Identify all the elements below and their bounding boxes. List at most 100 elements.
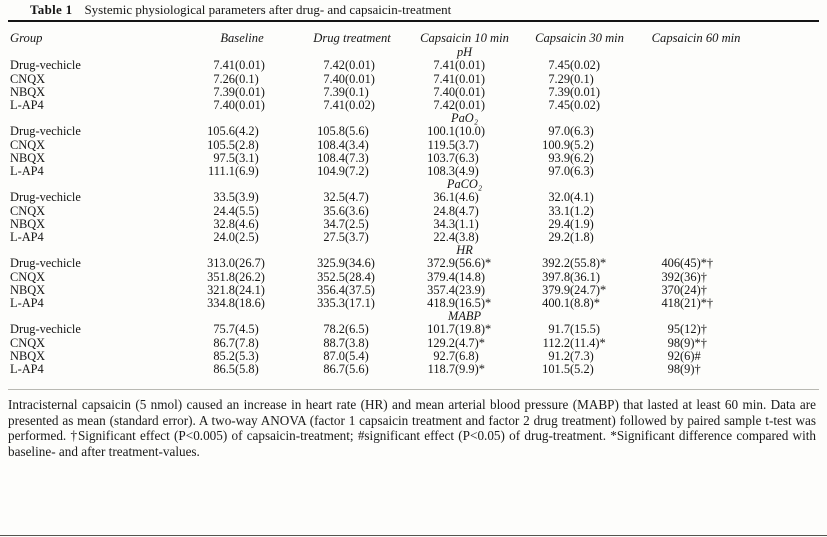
value-cell: 35.6 bbox=[323, 203, 345, 218]
table-row: L-AP4 24.0 (2.5) 27.5 (3.7) 22.4 (3.8) 29.2 (1.8… bbox=[10, 230, 755, 245]
value-cell: 108.4 bbox=[317, 150, 345, 165]
value-cell: 400.1 bbox=[542, 296, 571, 311]
value-cell: 100.1 bbox=[427, 124, 456, 139]
standard-error-cell: (2.5) bbox=[235, 230, 259, 245]
standard-error-cell: (1.2) bbox=[570, 203, 594, 218]
value-cell: 93.9 bbox=[548, 150, 571, 165]
standard-error-cell: (18.6) bbox=[235, 296, 265, 311]
value-cell: 34.3 bbox=[433, 216, 456, 231]
value-cell: 24.4 bbox=[213, 203, 235, 218]
standard-error-cell: (7.3) bbox=[570, 348, 594, 363]
table-row: L-AP4 7.40 (0.01) 7.41 (0.02) 7.42 (0.01) 7.45(… bbox=[10, 98, 755, 113]
table-row: L-AP4 334.8 (18.6) 335.3 (17.1) 418.9 (16.5)* 4… bbox=[10, 296, 755, 311]
value-cell bbox=[637, 99, 680, 112]
value-cell: 32.8 bbox=[213, 216, 235, 231]
value-cell: 22.4 bbox=[433, 230, 456, 245]
value-cell: 418 bbox=[661, 296, 681, 311]
value-cell: 119.5 bbox=[427, 137, 456, 152]
standard-error-cell: (5.4) bbox=[345, 348, 369, 363]
value-cell: 325.9 bbox=[317, 256, 345, 271]
table-row: CNQX 24.4 (5.5) 35.6 (3.6) 24.8 (4.7) 33.1 (1.2) bbox=[10, 203, 755, 218]
standard-error-cell: (2.5) bbox=[345, 216, 369, 231]
group-cell: CNQX bbox=[10, 269, 46, 284]
value-cell: 32.0 bbox=[548, 190, 571, 205]
value-cell: 7.26 bbox=[213, 71, 235, 86]
value-cell: 95 bbox=[667, 322, 681, 337]
value-cell: 33.5 bbox=[213, 190, 235, 205]
standard-error-cell: (45)*† bbox=[680, 256, 714, 271]
value-cell bbox=[637, 139, 680, 152]
table-row: CNQX 7.26 (0.1) 7.40 (0.01) 7.41 (0.01) 7.29 (0.… bbox=[10, 71, 755, 86]
standard-error-cell: (7.3) bbox=[345, 150, 369, 165]
standard-error-cell bbox=[680, 165, 755, 178]
value-cell: 105.8 bbox=[317, 124, 345, 139]
standard-error-cell bbox=[680, 231, 755, 244]
value-cell: 7.42 bbox=[323, 58, 345, 73]
group-cell: NBQX bbox=[10, 216, 46, 231]
standard-error-cell bbox=[680, 205, 755, 218]
standard-error-cell: (3.7) bbox=[455, 137, 479, 152]
standard-error-cell: (0.02) bbox=[570, 58, 600, 73]
standard-error-cell: (17.1) bbox=[345, 296, 375, 311]
standard-error-cell: (5.5) bbox=[235, 203, 259, 218]
value-cell: 372.9 bbox=[427, 256, 456, 271]
value-cell: 7.41 bbox=[433, 71, 456, 86]
standard-error-cell: (36.1) bbox=[570, 269, 600, 284]
standard-error-cell: (3.8) bbox=[455, 230, 479, 245]
table-title: Systemic physiological parameters after … bbox=[84, 2, 452, 17]
standard-error-cell: (6)# bbox=[680, 348, 701, 363]
table-row: L-AP4 111.1 (6.9) 104.9 (7.2) 108.3 (4.9) 97.0(… bbox=[10, 164, 755, 179]
value-cell: 91.2 bbox=[548, 348, 571, 363]
standard-error-cell: (0.01) bbox=[570, 84, 600, 99]
value-cell: 7.45 bbox=[548, 98, 571, 113]
group-cell: NBQX bbox=[10, 84, 46, 99]
section-label: HR bbox=[456, 243, 473, 258]
column-header-drug-treatment: Drug treatment bbox=[313, 31, 391, 45]
standard-error-cell: (26.2) bbox=[235, 269, 265, 284]
value-cell: 334.8 bbox=[207, 296, 235, 311]
standard-error-cell: (0.01) bbox=[235, 84, 265, 99]
table-row: L-AP4 86.5 (5.8) 86.7 (5.6) 118.7 (9.9)* 101.5(… bbox=[10, 362, 755, 377]
value-cell bbox=[637, 218, 680, 231]
caption-rule bbox=[8, 20, 819, 22]
standard-error-cell: (56.6)* bbox=[455, 256, 492, 271]
standard-error-cell bbox=[680, 218, 755, 231]
value-cell bbox=[637, 73, 680, 86]
section-header-row: MABP bbox=[10, 310, 755, 323]
section-header-row: PaO₂ bbox=[10, 112, 755, 125]
group-cell: Drug-vechicle bbox=[10, 322, 81, 337]
standard-error-cell: (0.1) bbox=[345, 84, 369, 99]
value-cell: 108.3 bbox=[427, 164, 456, 179]
value-cell: 7.42 bbox=[433, 98, 456, 113]
value-cell: 118.7 bbox=[427, 362, 456, 377]
standard-error-cell: (4.6) bbox=[455, 190, 479, 205]
standard-error-cell: (1.1) bbox=[455, 216, 479, 231]
value-cell: 335.3 bbox=[317, 296, 345, 311]
column-header-capsaicin-60: Capsaicin 60 min bbox=[651, 31, 741, 45]
value-cell bbox=[637, 165, 680, 178]
table-row: NBQX 85.2 (5.3) 87.0 (5.4) 92.7 (6.8) 91.2 (7.3)… bbox=[10, 348, 755, 363]
table-row: Drug-vechicle 313.0 (26.7) 325.9 (34.6) 372.9… bbox=[10, 257, 755, 270]
value-cell: 105.6 bbox=[207, 124, 235, 139]
standard-error-cell: (6.3) bbox=[570, 124, 594, 139]
value-cell: 7.45 bbox=[548, 58, 571, 73]
value-cell bbox=[637, 59, 680, 72]
standard-error-cell: (11.4)* bbox=[570, 335, 606, 350]
standard-error-cell bbox=[680, 73, 755, 86]
standard-error-cell: (6.5) bbox=[345, 322, 369, 337]
standard-error-cell: (5.2) bbox=[570, 362, 594, 377]
standard-error-cell: (9)*† bbox=[680, 335, 707, 350]
table-row: NBQX 97.5 (3.1) 108.4 (7.3) 103.7 (6.3) 93.9 (6.… bbox=[10, 150, 755, 165]
value-cell: 27.5 bbox=[323, 230, 345, 245]
table-row: CNQX 105.5 (2.8) 108.4 (3.4) 119.5 (3.7) 100.9(… bbox=[10, 137, 755, 152]
value-cell: 87.0 bbox=[323, 348, 345, 363]
value-cell bbox=[637, 231, 680, 244]
standard-error-cell: (4.2) bbox=[235, 124, 259, 139]
section-label: PaCO₂ bbox=[446, 177, 483, 192]
table-row: Drug-vechicle 75.7 (4.5) 78.2 (6.5) 101.7 (19.… bbox=[10, 323, 755, 336]
group-cell: Drug-vechicle bbox=[10, 124, 81, 139]
standard-error-cell: (12)† bbox=[680, 322, 707, 337]
value-cell bbox=[637, 205, 680, 218]
value-cell: 101.7 bbox=[427, 322, 456, 337]
